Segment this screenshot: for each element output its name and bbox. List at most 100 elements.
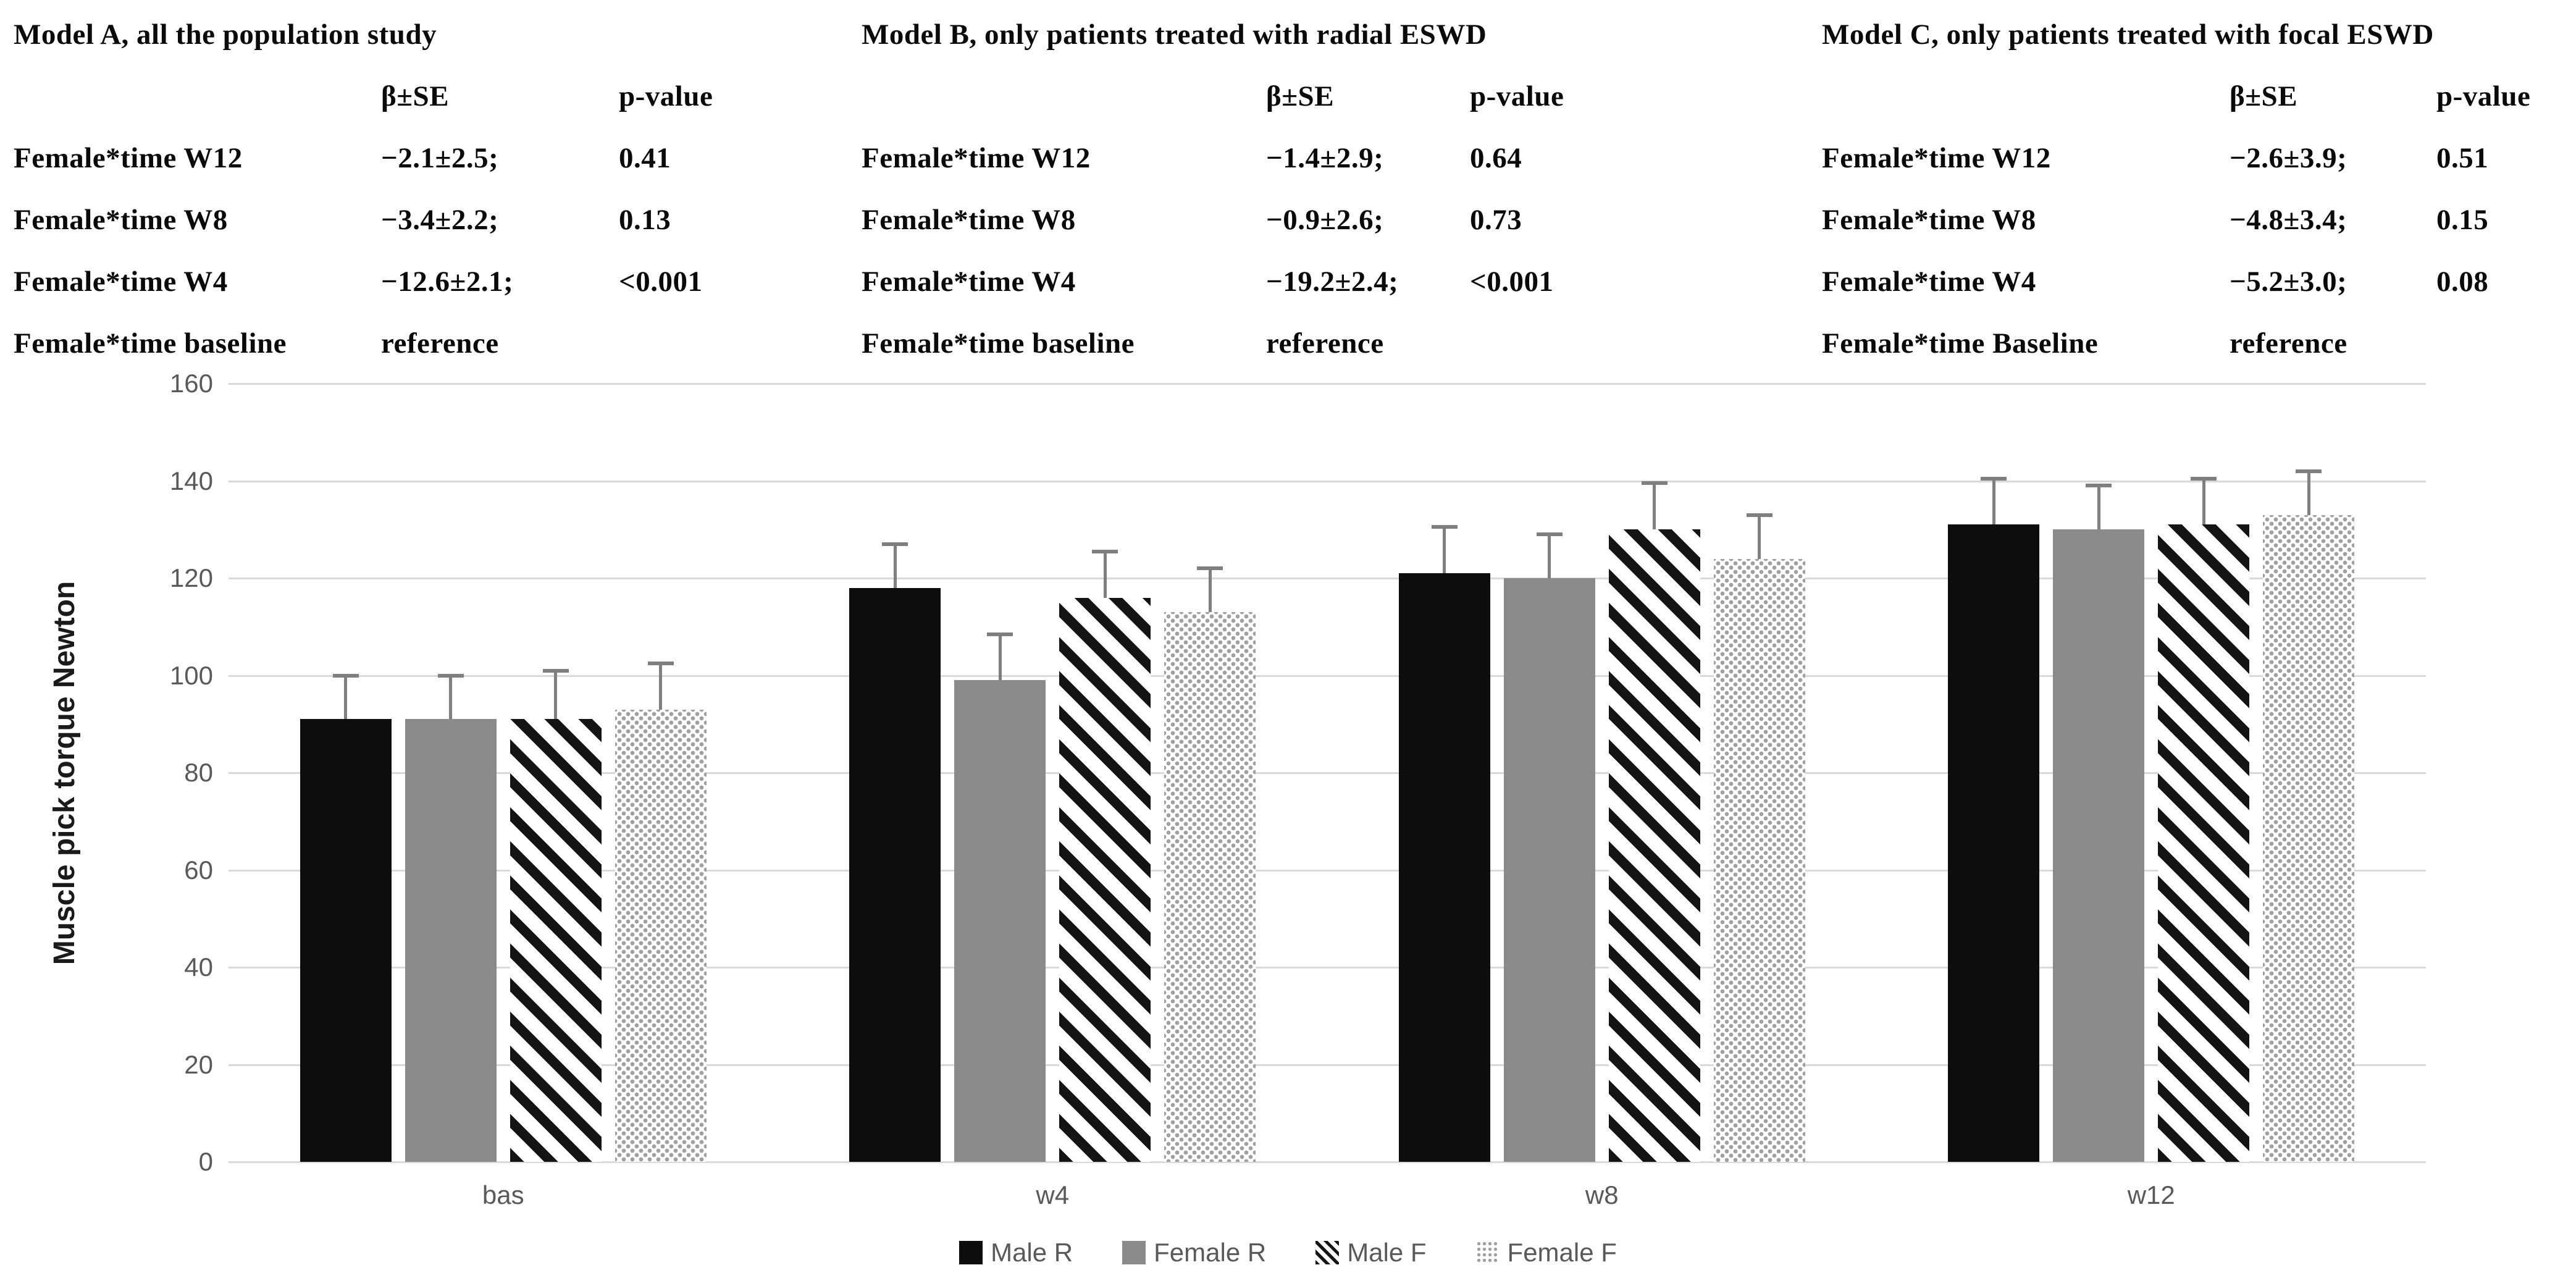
model-a-title: Model A, all the population study — [14, 19, 437, 51]
x-tick-label-w4: w4 — [1036, 1180, 1070, 1209]
table-row-p: <0.001 — [1470, 266, 1554, 298]
model-c-beta-header: β±SE — [2230, 80, 2298, 112]
model-c-title: Model C, only patients treated with foca… — [1822, 19, 2434, 51]
table-row-p: 0.13 — [619, 204, 671, 236]
error-bar-cap-female-f-bas — [647, 661, 674, 665]
table-row-label: Female*time baseline — [862, 327, 1135, 359]
y-tick-label-140: 140 — [169, 466, 213, 495]
table-row-beta: reference — [1266, 327, 1384, 359]
error-bar-female-f-w4 — [1208, 568, 1212, 613]
table-row-p: 0.15 — [2436, 204, 2489, 236]
error-bar-male-f-w4 — [1103, 551, 1107, 598]
error-bar-female-r-w12 — [2097, 485, 2100, 530]
error-bar-female-r-w8 — [1548, 534, 1551, 578]
y-tick-label-20: 20 — [184, 1049, 213, 1079]
bar-male-r-bas — [300, 719, 392, 1162]
table-row-p: 0.08 — [2436, 266, 2489, 298]
table-row-beta: −1.4±2.9; — [1266, 142, 1384, 174]
bar-female-r-w12 — [2053, 529, 2145, 1162]
legend-label: Male R — [991, 1238, 1073, 1267]
table-row-beta: −3.4±2.2; — [381, 204, 499, 236]
error-bar-cap-female-r-w12 — [2086, 484, 2112, 488]
bar-female-r-w8 — [1503, 578, 1595, 1162]
model-a-beta-header: β±SE — [381, 80, 450, 112]
table-row-label: Female*time W4 — [14, 266, 228, 298]
table-row-p: 0.73 — [1470, 204, 1522, 236]
y-tick-label-40: 40 — [184, 952, 213, 981]
error-bar-cap-male-r-w4 — [882, 542, 908, 546]
legend-item-female-r: Female R — [1122, 1238, 1266, 1267]
gridline-80 — [229, 772, 2426, 774]
table-row-label: Female*time W12 — [14, 142, 243, 174]
table-row-label: Female*time baseline — [14, 327, 287, 359]
model-b-beta-header: β±SE — [1266, 80, 1335, 112]
bar-male-f-w8 — [1608, 529, 1700, 1162]
y-tick-label-100: 100 — [169, 660, 213, 690]
table-row-p: 0.51 — [2436, 142, 2489, 174]
table-row-beta: reference — [381, 327, 499, 359]
table-row-beta: −19.2±2.4; — [1266, 266, 1399, 298]
x-tick-label-bas: bas — [482, 1180, 524, 1209]
table-row-label: Female*time Baseline — [1822, 327, 2099, 359]
model-b-title: Model B, only patients treated with radi… — [862, 19, 1487, 51]
bar-male-r-w8 — [1398, 573, 1490, 1162]
table-row-beta: −12.6±2.1; — [381, 266, 514, 298]
table-row-label: Female*time W12 — [1822, 142, 2051, 174]
error-bar-cap-male-f-bas — [542, 668, 569, 673]
error-bar-cap-female-r-w8 — [1536, 532, 1563, 537]
bar-male-f-w4 — [1059, 597, 1151, 1162]
bar-female-r-w4 — [954, 680, 1046, 1162]
table-row-beta: reference — [2230, 327, 2347, 359]
table-row-p: 0.64 — [1470, 142, 1522, 174]
gridline-20 — [229, 1064, 2426, 1066]
gridline-140 — [229, 480, 2426, 482]
table-row-beta: −5.2±3.0; — [2230, 266, 2347, 298]
model-b-table: Model B, only patients treated with radi… — [862, 4, 1655, 374]
error-bar-cap-male-f-w12 — [2191, 476, 2217, 481]
bar-male-r-w4 — [849, 587, 941, 1162]
y-tick-label-160: 160 — [169, 369, 213, 398]
table-row-beta: −2.6±3.9; — [2230, 142, 2347, 174]
error-bar-male-f-w8 — [1653, 483, 1656, 530]
bar-female-f-bas — [615, 709, 707, 1162]
legend-label: Female R — [1154, 1238, 1267, 1267]
y-tick-label-80: 80 — [184, 758, 213, 787]
model-c-p-header: p-value — [2436, 80, 2531, 112]
table-row-label: Female*time W4 — [862, 266, 1076, 298]
legend-label: Female F — [1507, 1238, 1617, 1267]
table-row-label: Female*time W8 — [1822, 204, 2036, 236]
female-f-swatch-icon — [1475, 1241, 1500, 1264]
error-bar-cap-male-r-w8 — [1431, 525, 1458, 529]
error-bar-male-r-w8 — [1443, 527, 1446, 574]
table-row-beta: −2.1±2.5; — [381, 142, 499, 174]
male-f-swatch-icon — [1315, 1241, 1340, 1264]
error-bar-cap-female-r-w4 — [987, 632, 1013, 636]
bar-male-f-w12 — [2158, 524, 2250, 1162]
table-row-p: <0.001 — [619, 266, 703, 298]
bar-female-r-bas — [405, 719, 497, 1162]
y-axis-tick-labels: 0 20 40 60 80 100 120 140 160 — [0, 369, 213, 1176]
legend-item-male-f: Male F — [1315, 1238, 1427, 1267]
error-bar-cap-female-f-w4 — [1197, 566, 1223, 571]
bar-chart-plot-area: bas w4 w8 w12 — [229, 383, 2426, 1209]
table-row-label: Female*time W4 — [1822, 266, 2036, 298]
x-tick-label-w8: w8 — [1585, 1180, 1619, 1209]
model-a-p-header: p-value — [619, 80, 713, 112]
model-a-table: Model A, all the population study β±SE p… — [14, 4, 804, 374]
table-row-label: Female*time W8 — [14, 204, 228, 236]
legend-item-male-r: Male R — [959, 1238, 1073, 1267]
error-bar-male-r-w12 — [1992, 478, 1995, 525]
table-row-beta: −4.8±3.4; — [2230, 204, 2347, 236]
bar-female-f-w8 — [1713, 558, 1805, 1162]
legend-label: Male F — [1347, 1238, 1427, 1267]
error-bar-male-r-w4 — [893, 544, 897, 588]
bar-female-f-w4 — [1164, 612, 1256, 1162]
male-r-swatch-icon — [959, 1241, 983, 1264]
x-tick-label-w12: w12 — [2127, 1180, 2175, 1209]
error-bar-female-r-bas — [449, 675, 453, 720]
error-bar-cap-female-r-bas — [437, 673, 464, 678]
y-tick-label-60: 60 — [184, 855, 213, 885]
error-bar-male-f-w12 — [2202, 478, 2205, 525]
model-b-p-header: p-value — [1470, 80, 1564, 112]
error-bar-female-f-w12 — [2307, 471, 2310, 515]
